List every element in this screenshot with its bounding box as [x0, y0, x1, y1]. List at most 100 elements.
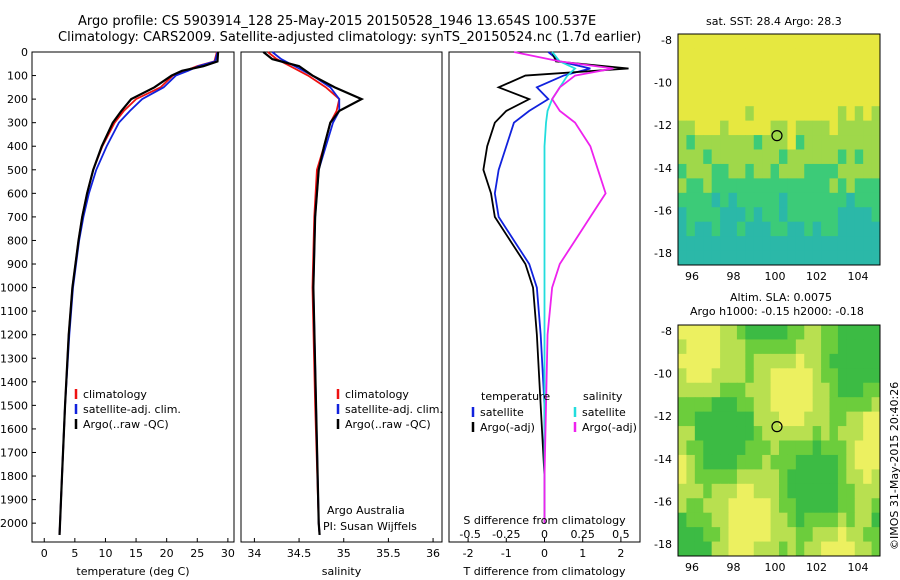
- sst-map-cell: [863, 178, 873, 194]
- sla-map-cell: [770, 397, 780, 413]
- sst-map-cell: [829, 34, 839, 49]
- sst-map-cell: [720, 221, 729, 237]
- sst-map-cell: [871, 77, 881, 93]
- sst-map-cell: [745, 163, 755, 179]
- sla-map-cell: [787, 353, 797, 369]
- sla-map-cell: [804, 483, 814, 499]
- diff-top-tick-label: -0.25: [492, 528, 520, 541]
- sst-map-cell: [804, 207, 814, 223]
- sst-map-cell: [703, 106, 713, 122]
- depth-tick-label: 100: [7, 70, 28, 83]
- sla-map-cell: [745, 426, 755, 441]
- sla-map-cell: [779, 426, 788, 441]
- sst-map-cell: [846, 62, 856, 78]
- sla-map-cell: [812, 512, 822, 528]
- sla-map-cell: [753, 527, 763, 543]
- depth-tick-label: 700: [7, 211, 28, 224]
- sla-map-cell: [678, 353, 687, 369]
- sst-map-cell: [812, 250, 822, 266]
- sla-map-cell: [694, 368, 704, 384]
- sst-map-cell: [770, 149, 780, 165]
- sla-map-cell: [703, 527, 713, 543]
- sla-map-cell: [728, 498, 738, 514]
- sst-map-cell: [703, 221, 713, 237]
- sla-map-cell: [711, 498, 721, 514]
- sla-map-cell: [753, 411, 763, 427]
- sst-map-cell: [821, 62, 830, 78]
- sst-map-cell: [829, 77, 839, 93]
- sst-map-cell: [804, 34, 814, 49]
- sst-map-cell: [678, 34, 687, 49]
- sla-map-cell: [846, 353, 856, 369]
- sst-map-cell: [753, 48, 763, 64]
- sla-map-cell: [694, 382, 704, 398]
- sla-map-cell: [779, 440, 788, 456]
- sla-map-cell: [678, 325, 687, 340]
- sla-map-cell: [854, 498, 864, 514]
- depth-tick-label: 1800: [0, 470, 28, 483]
- sla-map-cell: [837, 353, 847, 369]
- sst-map-cell: [711, 192, 721, 208]
- sst-map-cell: [762, 135, 772, 150]
- sst-map-cell: [821, 236, 830, 252]
- sla-map-cell: [779, 512, 788, 528]
- sst-map-cell: [720, 178, 729, 194]
- sla-map-cell: [863, 454, 873, 470]
- sst-map-cell: [804, 77, 814, 93]
- sla-map-cell: [736, 397, 746, 413]
- sst-map-cell: [703, 207, 713, 223]
- sst-map-cell: [837, 62, 847, 78]
- sla-map-cell: [812, 411, 822, 427]
- sla-map-cell: [779, 469, 788, 485]
- diff-top-tick-label: -0.5: [459, 528, 480, 541]
- sla-map-cell: [846, 498, 856, 514]
- sst-map-cell: [711, 149, 721, 165]
- sla-map-cell: [762, 339, 772, 355]
- sla-map-cell: [703, 426, 713, 441]
- sla-map-cell: [846, 382, 856, 398]
- sst-map-cell: [736, 250, 746, 266]
- sla-map-cell: [728, 382, 738, 398]
- sst-map-cell: [770, 106, 780, 122]
- header-line-1: Argo profile: CS 5903914_128 25-May-2015…: [78, 14, 597, 29]
- sst-map-cell: [770, 91, 780, 107]
- sla-map-cell: [678, 368, 687, 384]
- sst-map-cell: [678, 192, 687, 208]
- sla-map-cell: [863, 353, 873, 369]
- sst-map-cell: [736, 62, 746, 78]
- sst-map-cell: [787, 48, 797, 64]
- sst-map-cell: [812, 62, 822, 78]
- sla-map-cell: [821, 397, 830, 413]
- sla-map-cell: [694, 426, 704, 441]
- sst-map-cell: [770, 192, 780, 208]
- sla-map-cell: [728, 527, 738, 543]
- sla-map-cell: [678, 426, 687, 441]
- sla-map-cell: [711, 527, 721, 543]
- sst-map-cell: [787, 135, 797, 150]
- sla-map-cell: [787, 325, 797, 340]
- sst-map-cell: [821, 178, 830, 194]
- sst-map-cell: [854, 34, 864, 49]
- sst-map-cell: [728, 62, 738, 78]
- depth-tick-label: 1900: [0, 494, 28, 507]
- sst-map-cell: [762, 120, 772, 136]
- sla-map-cell: [736, 483, 746, 499]
- sla-map-cell: [678, 397, 687, 413]
- sla-map-cell: [812, 426, 822, 441]
- sst-map-cell: [837, 149, 847, 165]
- sst-map-cell: [854, 178, 864, 194]
- sst-map-cell: [821, 135, 830, 150]
- sst-map-cell: [812, 106, 822, 122]
- sla-map-cell: [854, 512, 864, 528]
- sla-map-cell: [804, 512, 814, 528]
- sst-map-cell: [770, 48, 780, 64]
- diff-legend-s-label: satellite: [582, 406, 626, 419]
- sla-map-cell: [728, 440, 738, 456]
- sla-map-cell: [770, 426, 780, 441]
- sla-map-cell: [795, 483, 805, 499]
- sst-map-cell: [854, 48, 864, 64]
- sst-map-cell: [854, 250, 864, 266]
- sst-map-cell: [678, 48, 687, 64]
- sst-map-cell: [678, 178, 687, 194]
- sst-map-ytick: -8: [661, 34, 672, 47]
